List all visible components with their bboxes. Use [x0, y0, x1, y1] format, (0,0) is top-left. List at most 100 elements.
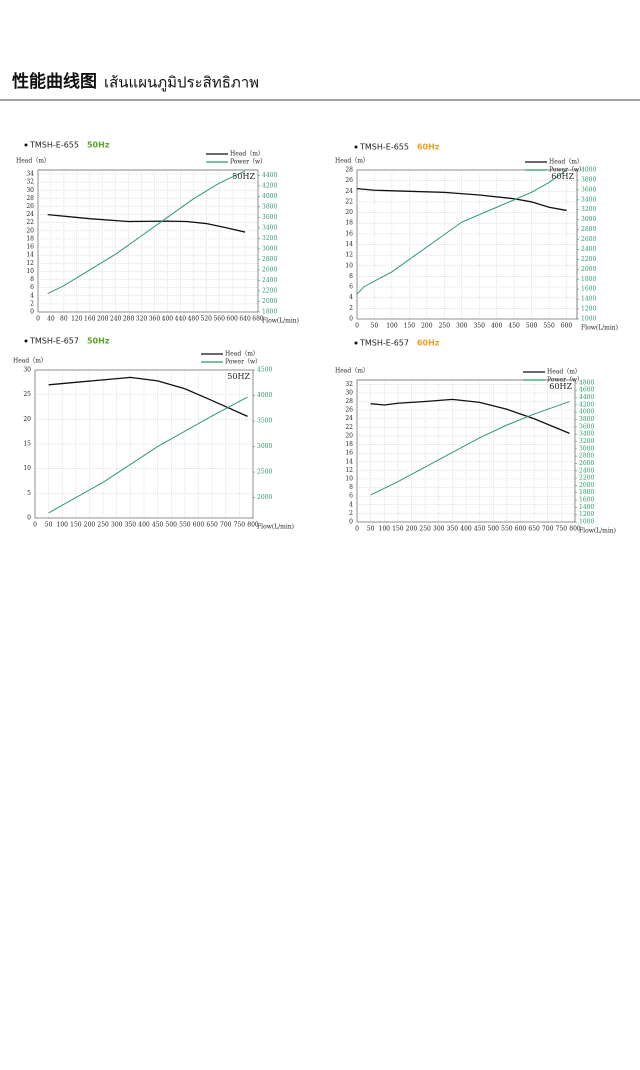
chart-freq: 60Hz: [417, 143, 440, 152]
x-tick-label: 440: [175, 316, 187, 323]
y-tick-label: 30: [26, 187, 34, 194]
x-tick-label: 600: [193, 522, 205, 529]
y2-tick-label: 1200: [581, 306, 596, 313]
y-tick-label: 20: [345, 209, 353, 216]
plot-area: [37, 169, 259, 313]
legend-label: Head（m）: [225, 351, 259, 358]
y-tick-label: 14: [345, 241, 353, 248]
y-tick-label: 30: [345, 389, 353, 396]
y-tick-label: 16: [26, 244, 34, 251]
y-tick-label: 28: [26, 195, 34, 202]
x-tick-label: 400: [460, 526, 472, 533]
y-tick-label: 24: [345, 188, 353, 195]
x-tick-label: 50: [45, 522, 53, 529]
series-line: [356, 169, 567, 295]
bullet: [354, 341, 358, 345]
y-tick-label: 24: [345, 415, 353, 422]
chart-label: TMSH-E-657: [359, 339, 409, 348]
x-tick-label: 500: [526, 323, 538, 330]
y-tick-label: 22: [26, 219, 34, 226]
y-tick-label: 0: [349, 519, 353, 526]
y2-tick-label: 4000: [581, 167, 596, 174]
annotation: 50HZ: [227, 372, 250, 381]
y2-tick-label: 3400: [262, 224, 277, 231]
x-axis-label: Flow(L/min): [262, 318, 299, 325]
y2-tick-label: 2000: [262, 298, 277, 305]
chart-label: TMSH-E-657: [29, 337, 79, 346]
y-tick-label: 12: [345, 467, 353, 474]
y-tick-label: 2: [349, 305, 353, 312]
y2-tick-label: 1600: [579, 497, 594, 504]
y2-tick-label: 4500: [257, 367, 272, 374]
y2-tick-label: 3000: [581, 216, 596, 223]
x-tick-label: 0: [33, 522, 37, 529]
y2-tick-label: 2800: [581, 226, 596, 233]
y-tick-label: 26: [26, 203, 34, 210]
series-line: [48, 396, 248, 514]
y-tick-label: 8: [30, 276, 34, 283]
y2-tick-label: 2400: [262, 277, 277, 284]
x-tick-label: 400: [491, 323, 503, 330]
x-tick-label: 550: [179, 522, 191, 529]
x-tick-label: 50: [371, 323, 379, 330]
y2-tick-label: 1400: [579, 504, 594, 511]
y-tick-label: 28: [345, 398, 353, 405]
x-tick-label: 250: [439, 323, 451, 330]
y-tick-label: 26: [345, 407, 353, 414]
y2-tick-label: 2800: [262, 256, 277, 263]
y-tick-label: 34: [26, 171, 34, 178]
y2-tick-label: 2600: [262, 266, 277, 273]
series-line: [47, 213, 246, 233]
y2-tick-label: 2400: [579, 467, 594, 474]
y-tick-label: 4: [349, 501, 353, 508]
y-tick-label: 20: [26, 227, 34, 234]
y2-tick-label: 4800: [579, 379, 594, 386]
y2-tick-label: 2000: [257, 494, 272, 501]
y-tick-label: 15: [23, 441, 31, 448]
x-axis-label: Flow(L/min): [257, 524, 294, 531]
x-tick-label: 600: [515, 526, 527, 533]
y2-tick-label: 2200: [581, 256, 596, 263]
legend-label: Head（m）: [547, 369, 581, 376]
series-line: [370, 401, 570, 496]
y-tick-label: 20: [23, 416, 31, 423]
x-tick-label: 40: [47, 316, 55, 323]
y2-tick-label: 3200: [581, 206, 596, 213]
y-tick-label: 22: [345, 198, 353, 205]
y2-tick-label: 4200: [579, 401, 594, 408]
y-tick-label: 30: [23, 367, 31, 374]
y-tick-label: 6: [349, 284, 353, 291]
y2-tick-label: 2800: [579, 453, 594, 460]
y-tick-label: 22: [345, 424, 353, 431]
x-tick-label: 450: [508, 323, 520, 330]
y2-tick-label: 2200: [579, 475, 594, 482]
chart-label: TMSH-E-655: [359, 143, 409, 152]
chart-freq: 60Hz: [417, 339, 440, 348]
x-tick-label: 450: [474, 526, 486, 533]
y2-tick-label: 3000: [262, 245, 277, 252]
y-tick-label: 18: [345, 220, 353, 227]
y2-tick-label: 4000: [579, 409, 594, 416]
x-tick-label: 360: [149, 316, 161, 323]
x-tick-label: 0: [355, 526, 359, 533]
series-line: [47, 170, 246, 295]
y-tick-label: 6: [349, 493, 353, 500]
y-tick-label: 6: [30, 284, 34, 291]
series-line: [356, 187, 567, 212]
y-tick-label: 16: [345, 230, 353, 237]
x-tick-label: 600: [226, 316, 238, 323]
y2-tick-label: 4000: [257, 392, 272, 399]
y2-tick-label: 3800: [579, 416, 594, 423]
y-axis-label: Head（m）: [16, 158, 50, 165]
y-tick-label: 14: [345, 458, 353, 465]
y-tick-label: 18: [345, 441, 353, 448]
chart-label: TMSH-E-655: [29, 141, 79, 150]
legend-label: Power（w）: [547, 377, 583, 384]
y2-tick-label: 1000: [579, 519, 594, 526]
y-axis-label: Head（m）: [335, 368, 369, 375]
bullet: [24, 143, 28, 147]
x-tick-label: 650: [206, 522, 218, 529]
legend-label: Head（m）: [549, 159, 583, 166]
y-axis-label: Head（m）: [13, 358, 47, 365]
page-subtitle: เส้นแผนภูมิประสิทธิภาพ: [104, 74, 259, 92]
